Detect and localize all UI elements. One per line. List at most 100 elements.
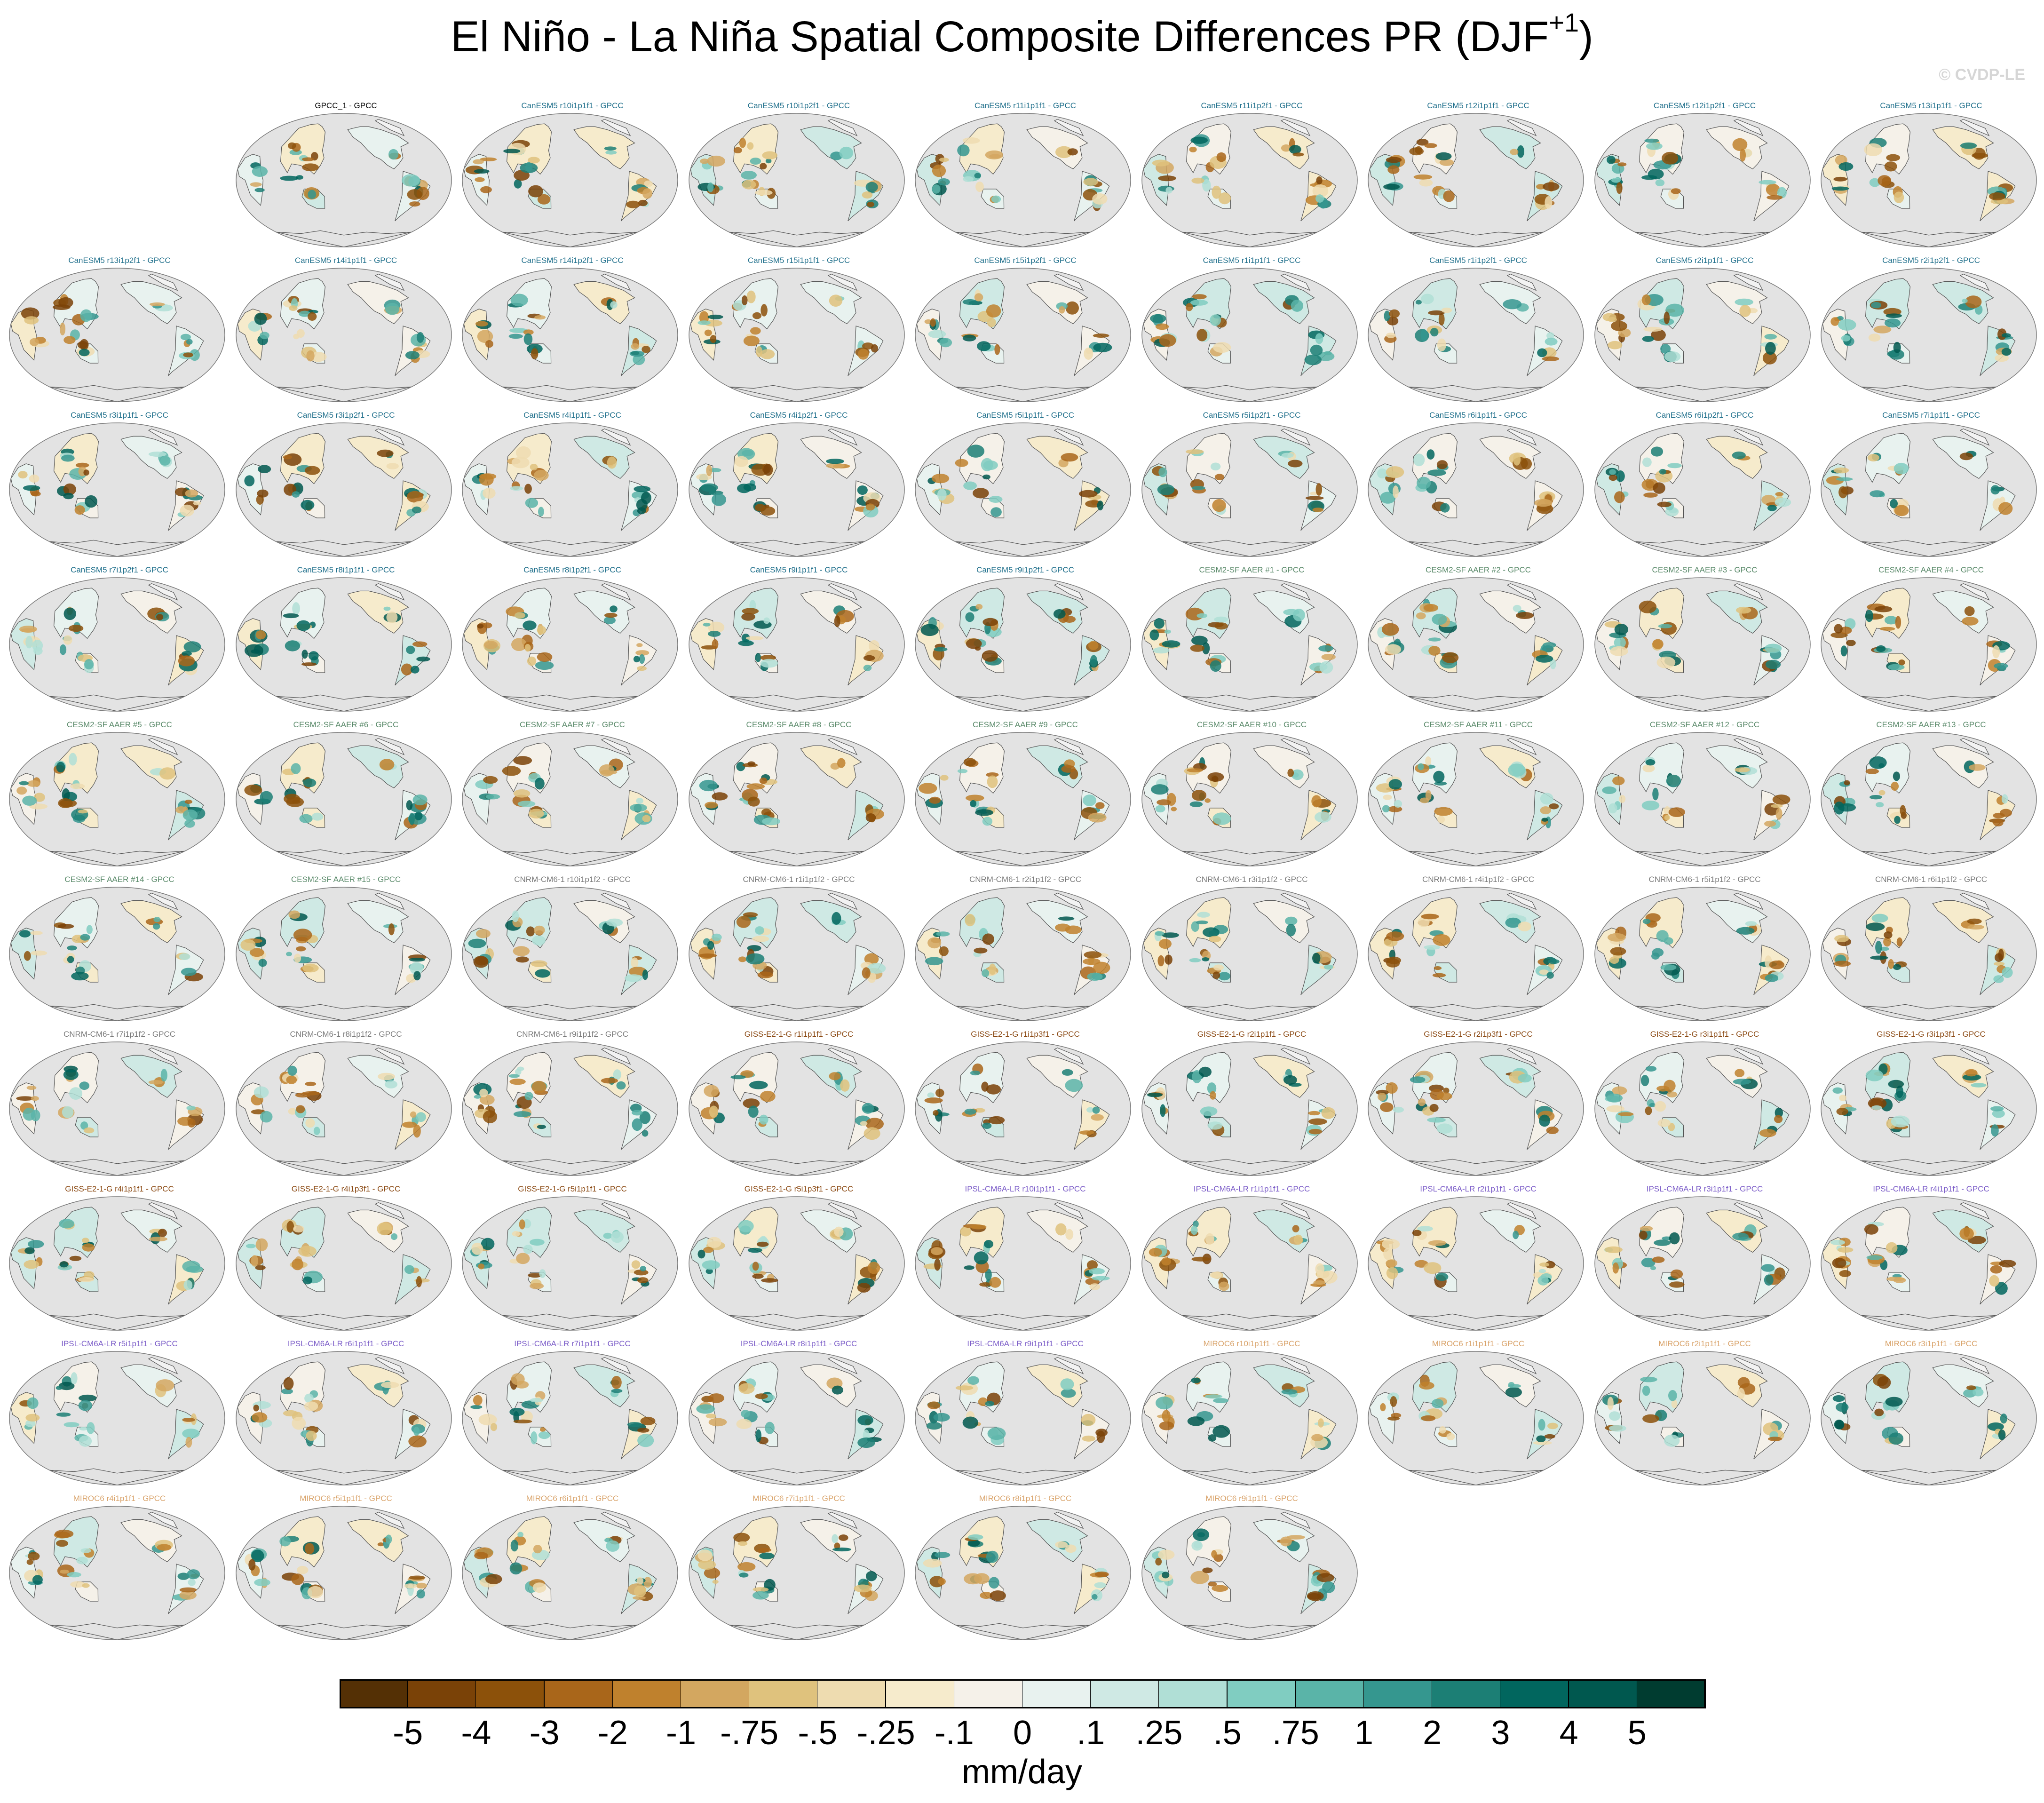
anomaly-patch [1642,764,1655,772]
anomaly-patch [291,763,301,774]
anomaly-patch [291,1416,306,1430]
land-greenland [1959,1202,1990,1220]
land-greenland [1733,1357,1763,1374]
anomaly-patch [936,931,950,937]
anomaly-patch [1657,1119,1671,1127]
anomaly-patch [962,334,976,342]
anomaly-patch [994,344,1000,355]
anomaly-patch [747,142,753,150]
anomaly-patch [1287,769,1294,777]
anomaly-patch [1737,1377,1750,1388]
panel-label: CanESM5 r2i1p2f1 - GPCC [1882,256,1980,265]
anomaly-patch [1888,959,1894,969]
land-asia [1412,433,1458,485]
land-antarctica [276,1159,412,1176]
anomaly-patch [313,1127,320,1135]
anomaly-patch [862,1103,874,1114]
anomaly-patch [1060,1378,1074,1390]
anomaly-patch [250,182,262,187]
anomaly-patch [832,1547,851,1552]
anomaly-patch [637,507,646,515]
anomaly-patch [1308,1118,1327,1125]
anomaly-patch [1668,807,1685,817]
map-outline [915,1351,1131,1485]
map-outline [1821,113,2037,247]
anomaly-patch [537,626,547,635]
land-antarctica [955,849,1091,866]
land-antarctica [1408,230,1544,247]
anomaly-patch [540,1427,546,1432]
land-greenland [1733,738,1763,755]
anomaly-patch [633,1596,646,1600]
map-outline [915,1506,1131,1640]
anomaly-patch [16,786,27,795]
anomaly-patch [187,1118,196,1128]
anomaly-patch [636,798,643,804]
anomaly-patch [1640,1226,1653,1231]
anomaly-patch [610,301,618,309]
anomaly-patch [927,937,942,949]
panel-label: GISS-E2-1-G r3i1p3f1 - GPCC [1877,1030,1986,1039]
panel-label: CESM2-SF AAER #13 - GPCC [1876,720,1986,729]
land-namerica [573,1519,635,1563]
panel-map [1821,732,2037,866]
anomaly-patch [537,652,553,662]
anomaly-patch [703,622,710,627]
anomaly-patch [965,913,975,927]
land-greenland [1506,892,1537,910]
anomaly-patch [637,1277,649,1283]
anomaly-patch [1421,913,1439,920]
anomaly-patch [1211,185,1221,199]
anomaly-patch [757,1548,771,1552]
anomaly-patch [1419,179,1433,187]
land-greenland [1054,119,1084,136]
anomaly-patch [528,1273,542,1278]
anomaly-patch [1189,146,1197,152]
anomaly-patch [1894,505,1909,516]
map-outline [235,1351,452,1485]
anomaly-patch [711,493,726,506]
anomaly-patch [868,640,879,652]
anomaly-patch [1286,923,1296,937]
map-panel: CanESM5 r13i1p2f1 - GPCC [8,256,230,406]
land-antarctica [49,385,185,402]
panel-map [462,1351,678,1485]
anomaly-patch [401,663,412,675]
anomaly-patch [502,766,521,776]
map-panel: CESM2-SF AAER #12 - GPCC [1594,720,1816,871]
land-antarctica [955,1623,1091,1640]
land-greenland [1506,1357,1537,1374]
anomaly-patch [285,952,292,956]
anomaly-patch [1535,655,1553,663]
map-panel: CNRM-CM6-1 r7i1p1f2 - GPCC [8,1030,230,1180]
anomaly-patch [414,811,422,820]
map-panel: GISS-E2-1-G r1i1p1f1 - GPCC [688,1030,910,1180]
anomaly-patch [1876,645,1886,652]
map-outline [1594,113,1811,247]
anomaly-patch [1650,1266,1656,1271]
anomaly-patch [76,1557,88,1565]
anomaly-patch [528,809,544,818]
anomaly-patch [838,1534,848,1541]
anomaly-patch [412,506,421,514]
panel-map [1141,1196,1358,1331]
map-outline [915,577,1131,712]
anomaly-patch [286,1221,294,1233]
anomaly-patch [985,1401,994,1406]
anomaly-patch [292,602,300,615]
land-antarctica [49,540,185,556]
map-panel: CanESM5 r13i1p1f1 - GPCC [1820,101,2042,252]
anomaly-patch [254,1086,269,1098]
anomaly-patch [740,171,757,180]
panel-map [1821,1041,2037,1176]
anomaly-patch [470,1405,483,1409]
anomaly-patch [27,1397,39,1409]
panel-label: CESM2-SF AAER #4 - GPCC [1878,565,1984,574]
land-antarctica [1408,1004,1544,1021]
anomaly-patch [474,1552,488,1559]
anomaly-patch [857,1283,871,1293]
anomaly-patch [1079,490,1098,498]
map-outline [1141,268,1358,402]
anomaly-patch [1734,298,1753,306]
land-antarctica [729,540,864,556]
